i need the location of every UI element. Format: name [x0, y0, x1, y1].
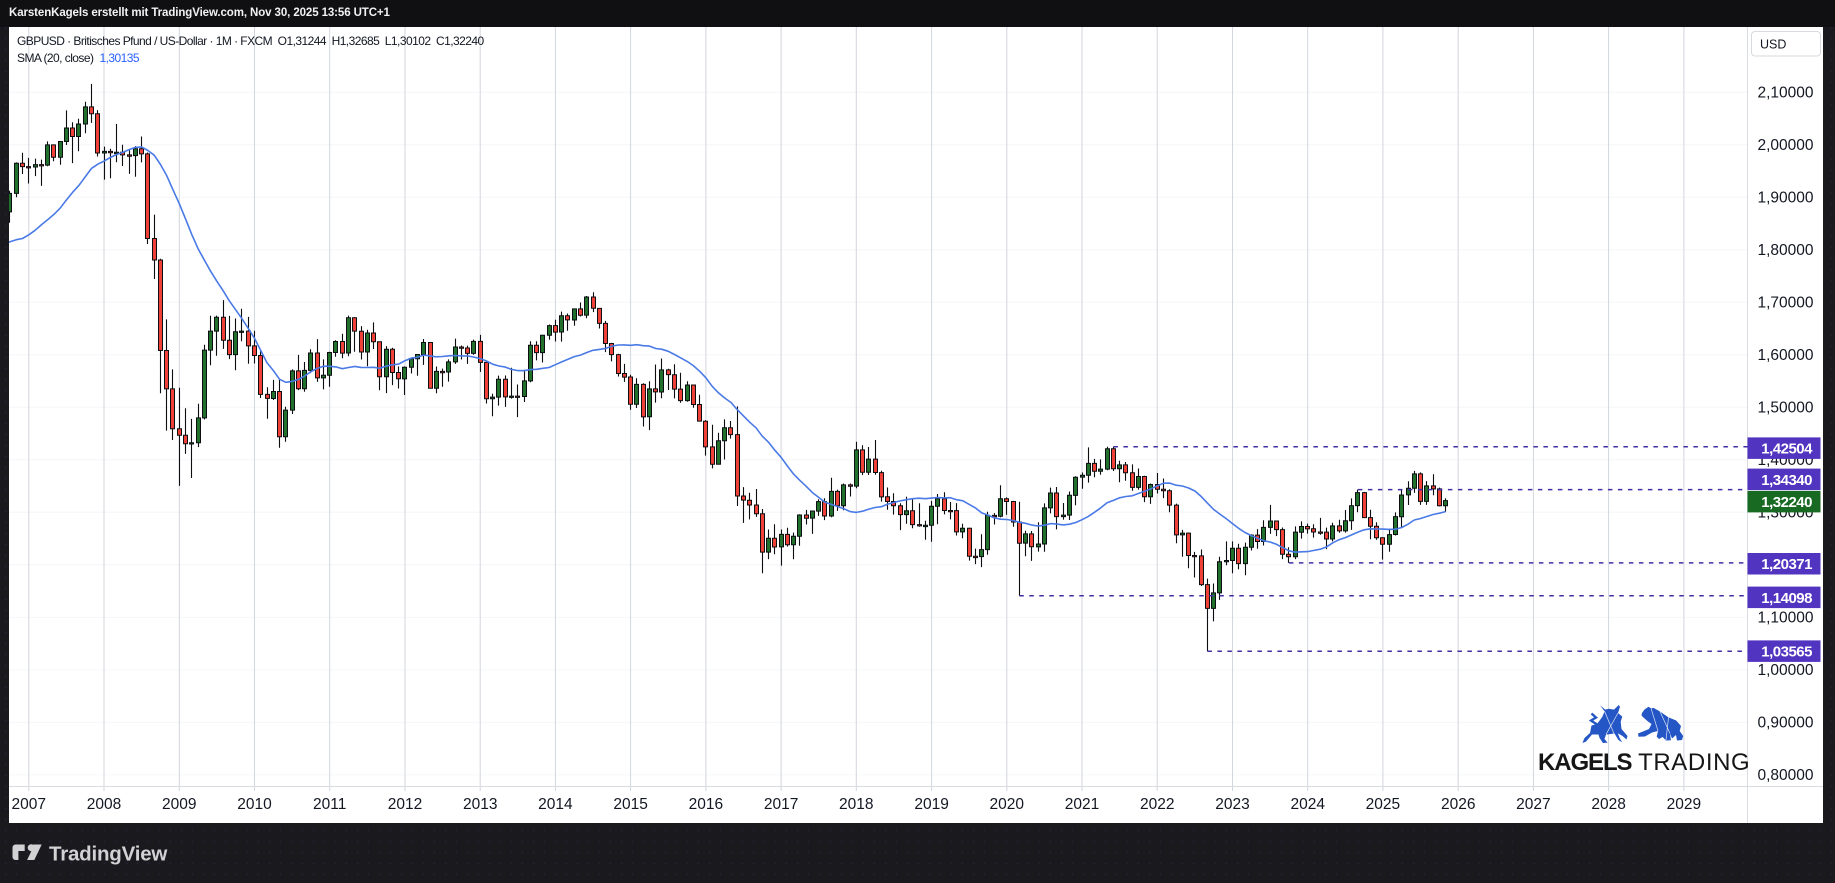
svg-text:2018: 2018 — [839, 796, 873, 813]
svg-text:2023: 2023 — [1215, 796, 1249, 813]
svg-text:1,42504: 1,42504 — [1761, 441, 1813, 458]
svg-text:1,14098: 1,14098 — [1761, 590, 1812, 607]
svg-text:2012: 2012 — [388, 796, 422, 813]
svg-text:2008: 2008 — [87, 796, 121, 813]
svg-text:2020: 2020 — [990, 796, 1025, 813]
svg-text:2,10000: 2,10000 — [1757, 85, 1813, 102]
svg-text:1,90000: 1,90000 — [1757, 190, 1813, 207]
svg-text:2028: 2028 — [1591, 796, 1625, 813]
svg-text:0,80000: 0,80000 — [1757, 767, 1813, 784]
svg-text:1,00000: 1,00000 — [1757, 662, 1813, 679]
svg-text:2019: 2019 — [914, 796, 948, 813]
svg-text:2009: 2009 — [162, 796, 196, 813]
svg-text:2025: 2025 — [1366, 796, 1400, 813]
svg-text:1,10000: 1,10000 — [1757, 610, 1813, 627]
svg-text:2013: 2013 — [463, 796, 497, 813]
svg-text:1,60000: 1,60000 — [1757, 347, 1813, 364]
svg-text:2017: 2017 — [764, 796, 798, 813]
svg-text:2016: 2016 — [689, 796, 723, 813]
svg-text:TradingView: TradingView — [49, 844, 167, 866]
svg-text:2021: 2021 — [1065, 796, 1099, 813]
svg-text:2007: 2007 — [12, 796, 46, 813]
svg-text:2029: 2029 — [1667, 796, 1701, 813]
svg-text:2011: 2011 — [313, 796, 346, 813]
svg-text:2014: 2014 — [538, 796, 573, 813]
svg-text:2,00000: 2,00000 — [1757, 137, 1813, 154]
svg-text:0,90000: 0,90000 — [1757, 715, 1813, 732]
svg-text:2010: 2010 — [237, 796, 272, 813]
svg-text:1,32240: 1,32240 — [1761, 494, 1812, 511]
svg-text:1,03565: 1,03565 — [1761, 644, 1812, 661]
svg-text:USD: USD — [1760, 38, 1786, 52]
svg-text:1,80000: 1,80000 — [1757, 242, 1813, 259]
svg-text:2026: 2026 — [1441, 796, 1475, 813]
svg-text:1,20371: 1,20371 — [1761, 556, 1812, 573]
svg-text:1,50000: 1,50000 — [1757, 400, 1813, 417]
svg-text:2022: 2022 — [1140, 796, 1174, 813]
svg-text:2024: 2024 — [1290, 796, 1325, 813]
svg-text:2015: 2015 — [613, 796, 647, 813]
svg-text:1,34340: 1,34340 — [1761, 472, 1812, 489]
svg-text:2027: 2027 — [1516, 796, 1550, 813]
svg-text:1,70000: 1,70000 — [1757, 295, 1813, 312]
